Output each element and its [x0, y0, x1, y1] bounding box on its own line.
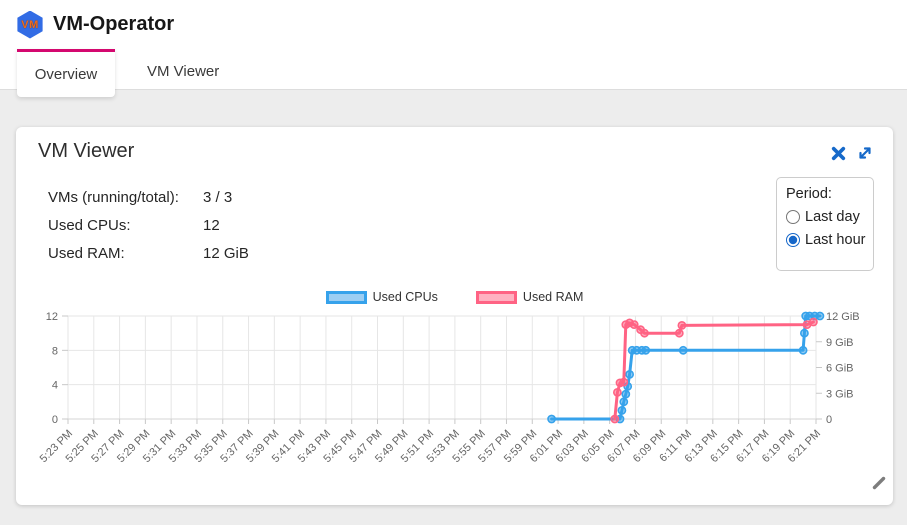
svg-text:12: 12: [46, 311, 58, 323]
vm-stats: VMs (running/total): 3 / 3 Used CPUs: 12…: [48, 183, 249, 267]
card-title: VM Viewer: [38, 140, 135, 162]
content-area: VM Viewer VMs (running/total): 3 / 3: [0, 90, 907, 505]
legend-label-used-cpus: Used CPUs: [372, 290, 438, 304]
stat-label: Used CPUs:: [48, 216, 131, 234]
svg-text:6 GiB: 6 GiB: [826, 363, 854, 375]
stat-value: 12: [203, 216, 220, 234]
stat-row-vms: VMs (running/total): 3 / 3: [48, 183, 249, 211]
close-icon[interactable]: [828, 143, 848, 163]
stat-value: 3 / 3: [203, 188, 233, 206]
last-hour-radio[interactable]: [786, 233, 800, 247]
legend-swatch-used-cpus[interactable]: [325, 290, 367, 304]
period-option-last-hour[interactable]: Last hour: [786, 232, 873, 248]
stat-label: Used RAM:: [48, 244, 125, 262]
svg-text:0: 0: [826, 414, 832, 426]
svg-text:9 GiB: 9 GiB: [826, 337, 854, 349]
svg-text:0: 0: [52, 414, 58, 426]
period-group: Period: Last day Last hour: [776, 177, 874, 271]
last-hour-label: Last hour: [805, 232, 866, 248]
app-logo-icon: VM: [17, 10, 43, 39]
app-header: VM VM-Operator: [0, 0, 907, 49]
last-day-radio[interactable]: [786, 210, 800, 224]
app-title: VM-Operator: [53, 13, 175, 35]
period-option-last-day[interactable]: Last day: [786, 209, 873, 225]
legend-label-used-ram: Used RAM: [522, 290, 584, 304]
stat-label: VMs (running/total):: [48, 188, 179, 206]
vm-viewer-card: VM Viewer VMs (running/total): 3 / 3: [16, 127, 893, 505]
period-label: Period:: [786, 186, 832, 202]
tab-overview[interactable]: Overview: [17, 49, 115, 97]
usage-chart: 5:23 PM5:25 PM5:27 PM5:29 PM5:31 PM5:33 …: [38, 311, 860, 465]
svg-text:12 GiB: 12 GiB: [826, 311, 860, 323]
stat-row-cpus: Used CPUs: 12: [48, 211, 249, 239]
resize-handle-icon[interactable]: [871, 475, 887, 496]
legend-swatch-used-ram[interactable]: [475, 290, 517, 304]
tab-overview-label: Overview: [34, 66, 98, 83]
svg-text:8: 8: [52, 345, 58, 357]
tab-vm-viewer[interactable]: VM Viewer: [125, 52, 241, 90]
tab-bar: Overview VM Viewer: [0, 49, 907, 97]
svg-text:4: 4: [52, 380, 58, 392]
chart-legend: Used CPUs Used RAM: [16, 290, 893, 304]
stat-value: 12 GiB: [203, 244, 249, 262]
stat-row-ram: Used RAM: 12 GiB: [48, 239, 249, 267]
app-logo-text: VM: [21, 18, 39, 31]
svg-text:3 GiB: 3 GiB: [826, 388, 854, 400]
last-day-label: Last day: [805, 209, 860, 225]
tab-vm-viewer-label: VM Viewer: [147, 62, 220, 80]
expand-icon[interactable]: [855, 143, 875, 163]
